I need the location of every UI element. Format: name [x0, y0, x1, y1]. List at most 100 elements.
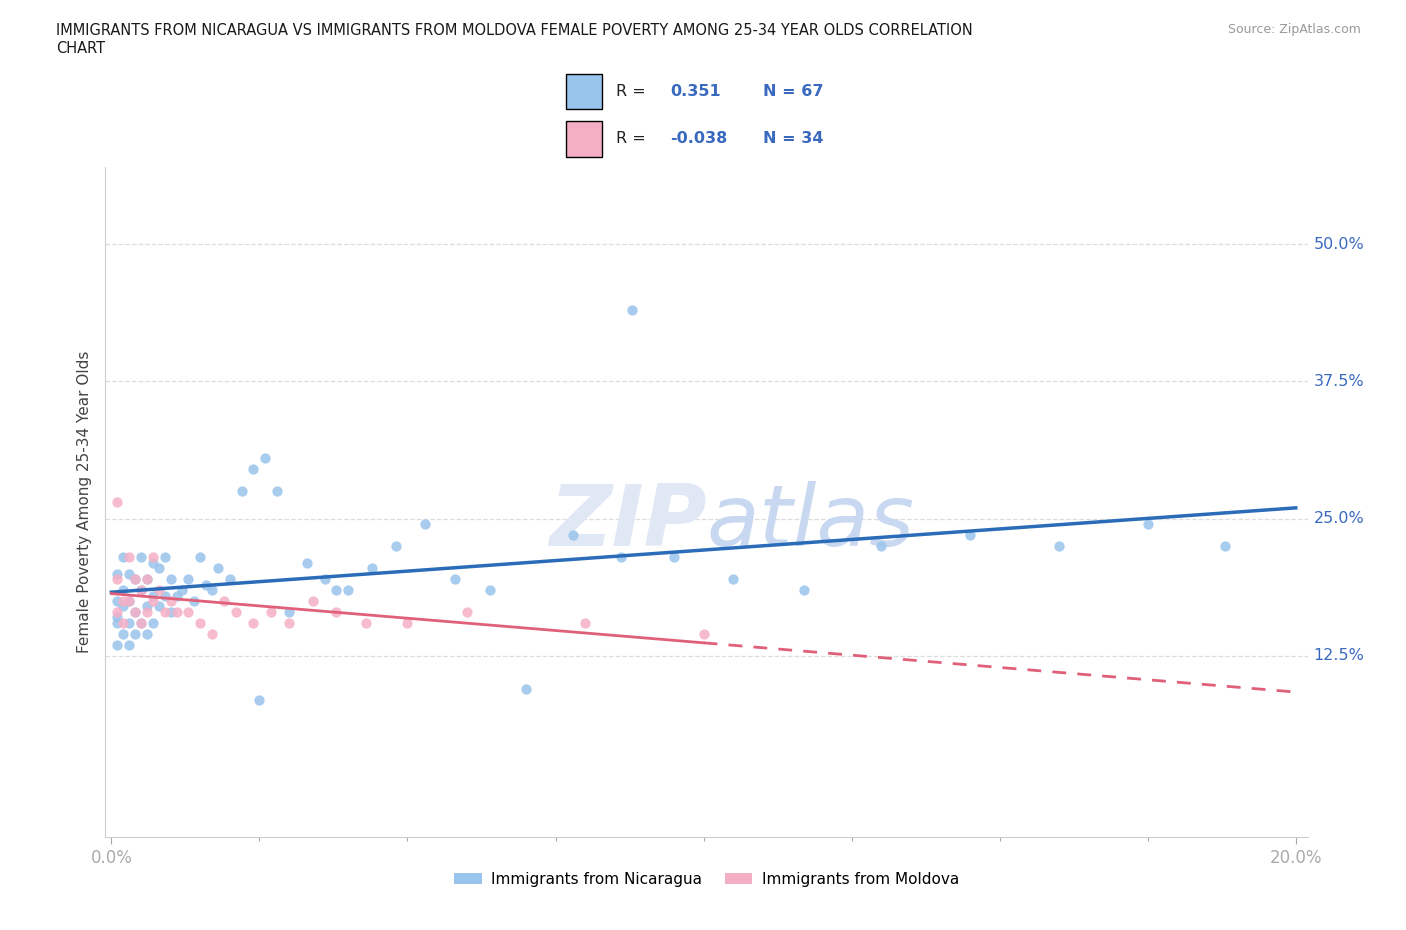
Point [129, 582, 152, 597]
Point [142, 550, 165, 565]
Point [177, 604, 200, 619]
Point [124, 604, 146, 619]
Point [105, 637, 128, 652]
Point [361, 561, 384, 576]
Point [574, 616, 596, 631]
FancyBboxPatch shape [567, 121, 602, 157]
Point [384, 538, 406, 553]
Point [959, 527, 981, 542]
Point [443, 572, 465, 587]
Point [105, 566, 128, 581]
Point [188, 616, 211, 631]
Point [1136, 517, 1159, 532]
Text: Source: ZipAtlas.com: Source: ZipAtlas.com [1227, 23, 1361, 36]
Point [118, 593, 141, 608]
Text: CHART: CHART [56, 41, 105, 56]
Point [1213, 538, 1236, 553]
Point [188, 550, 211, 565]
Point [562, 527, 585, 542]
Text: 37.5%: 37.5% [1313, 374, 1364, 389]
Point [870, 538, 893, 553]
Point [124, 572, 146, 587]
Point [354, 616, 377, 631]
Point [118, 566, 141, 581]
Point [479, 582, 502, 597]
Text: N = 67: N = 67 [763, 84, 824, 100]
FancyBboxPatch shape [567, 73, 602, 110]
Point [260, 604, 283, 619]
Text: IMMIGRANTS FROM NICARAGUA VS IMMIGRANTS FROM MOLDOVA FEMALE POVERTY AMONG 25-34 : IMMIGRANTS FROM NICARAGUA VS IMMIGRANTS … [56, 23, 973, 38]
Point [153, 550, 176, 565]
Point [195, 578, 218, 592]
Point [456, 604, 478, 619]
Point [153, 604, 176, 619]
Point [793, 582, 815, 597]
Point [142, 593, 165, 608]
Point [105, 495, 128, 510]
Point [112, 593, 135, 608]
Point [242, 462, 264, 477]
Point [621, 302, 644, 317]
Point [159, 593, 181, 608]
Point [301, 593, 323, 608]
Point [129, 550, 152, 565]
Text: 25.0%: 25.0% [1313, 512, 1364, 526]
Point [124, 604, 146, 619]
Point [325, 582, 347, 597]
Point [172, 582, 194, 597]
Point [142, 588, 165, 603]
Point [135, 572, 157, 587]
Point [254, 451, 277, 466]
Text: 12.5%: 12.5% [1313, 648, 1364, 663]
Point [177, 572, 200, 587]
Point [118, 616, 141, 631]
Text: R =: R = [616, 131, 647, 147]
Point [112, 550, 135, 565]
Point [249, 692, 271, 707]
Point [159, 604, 181, 619]
Point [129, 616, 152, 631]
Legend: Immigrants from Nicaragua, Immigrants from Moldova: Immigrants from Nicaragua, Immigrants fr… [449, 866, 965, 893]
Point [231, 484, 253, 498]
Point [159, 572, 181, 587]
Point [266, 484, 288, 498]
Point [112, 627, 135, 642]
Point [413, 517, 436, 532]
Point [295, 555, 318, 570]
Point [112, 599, 135, 614]
Point [396, 616, 419, 631]
Point [515, 682, 537, 697]
Point [662, 550, 685, 565]
Text: N = 34: N = 34 [763, 131, 824, 147]
Point [1047, 538, 1070, 553]
Text: 0.351: 0.351 [671, 84, 721, 100]
Point [201, 582, 224, 597]
Point [692, 627, 714, 642]
Point [135, 627, 157, 642]
Point [337, 582, 360, 597]
Text: R =: R = [616, 84, 647, 100]
Y-axis label: Female Poverty Among 25-34 Year Olds: Female Poverty Among 25-34 Year Olds [76, 351, 91, 654]
Point [118, 637, 141, 652]
Point [225, 604, 247, 619]
Point [142, 616, 165, 631]
Point [148, 561, 170, 576]
Point [325, 604, 347, 619]
Point [135, 572, 157, 587]
Point [721, 572, 744, 587]
Point [212, 593, 235, 608]
Point [112, 582, 135, 597]
Point [148, 599, 170, 614]
Point [166, 604, 188, 619]
Point [124, 572, 146, 587]
Text: -0.038: -0.038 [671, 131, 727, 147]
Point [207, 561, 229, 576]
Text: 50.0%: 50.0% [1313, 237, 1364, 252]
Point [112, 616, 135, 631]
Point [129, 616, 152, 631]
Point [105, 572, 128, 587]
Point [129, 582, 152, 597]
Text: atlas: atlas [707, 481, 914, 564]
Point [609, 550, 631, 565]
Point [118, 593, 141, 608]
